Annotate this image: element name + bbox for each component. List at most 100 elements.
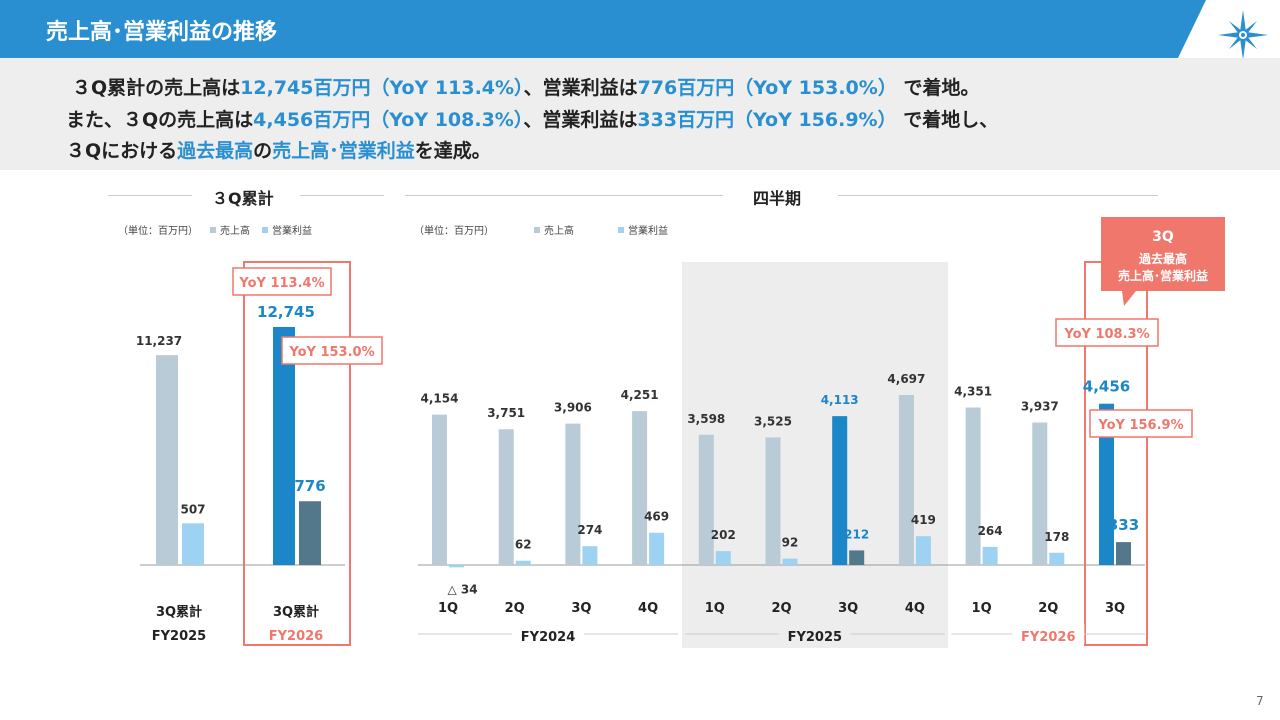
x-tick-label: 2Q (505, 601, 525, 616)
yoy-label-sales: YoY 108.3% (1063, 327, 1149, 342)
summary-text: ３Qにおける (66, 140, 178, 162)
x-tick-label: 1Q (705, 601, 725, 616)
bar-profit-cumulative (299, 501, 321, 565)
summary-text: を達成。 (414, 140, 491, 162)
yoy-box-sales (232, 267, 332, 296)
summary-text: ３Q累計の売上高は (72, 77, 241, 99)
summary-text: の (253, 140, 273, 162)
x-tick-label: 3Q累計 (273, 604, 319, 620)
legend-sales-swatch (534, 227, 540, 233)
group-label: FY2024 (521, 630, 575, 645)
bar-sales-cumulative (156, 355, 178, 565)
legend-sales-swatch (210, 227, 216, 233)
data-label-profit: 178 (1044, 530, 1069, 544)
data-label-profit: 507 (180, 502, 205, 516)
x-tick-label: 4Q (638, 601, 658, 616)
section-title-cumulative: ３Q累計 (212, 189, 274, 208)
summary-line-1: ３Q累計の売上高は12,745百万円（YoY 113.4%）、営業利益は776百… (72, 73, 979, 100)
data-label-sales: 3,525 (754, 414, 792, 428)
bar-profit-quarterly (715, 551, 731, 565)
yoy-label-profit: YoY 156.9% (1097, 418, 1183, 433)
yoy-box-profit (281, 336, 383, 365)
bar-profit-cumulative (182, 523, 204, 565)
bar-sales-quarterly (1099, 403, 1114, 565)
legend-unit: （単位：百万円） (118, 226, 198, 237)
x-tick-label: 3Q (571, 601, 591, 616)
callout-line-1: 3Q (1152, 229, 1174, 245)
x-tick-label: 3Q (838, 601, 858, 616)
data-label-sales: 12,745 (257, 303, 315, 321)
legend-profit-label: 営業利益 (272, 226, 312, 237)
group-label-bg (512, 624, 585, 644)
legend-profit-swatch (618, 227, 624, 233)
bar-sales-quarterly (565, 423, 581, 565)
data-label-profit: 202 (711, 528, 736, 542)
x-tick-label: 4Q (905, 601, 925, 616)
bar-profit-quarterly (449, 565, 464, 568)
bar-profit-quarterly (915, 536, 931, 565)
x-tick-label: 2Q (1038, 601, 1058, 616)
x-tick-label: 1Q (438, 601, 458, 616)
data-label-sales: 3,906 (554, 401, 592, 415)
data-label-profit: 62 (515, 538, 532, 552)
callout-line-3: 売上高･営業利益 (1118, 268, 1208, 283)
data-label-profit: 419 (911, 513, 936, 527)
data-label-profit: 274 (577, 523, 602, 537)
yoy-box-sales (1055, 318, 1159, 347)
summary-highlight: 12,745百万円（YoY 113.4%） (240, 77, 524, 99)
group-label: FY2025 (152, 629, 206, 644)
legend-profit-swatch (262, 227, 268, 233)
data-label-sales: 3,937 (1021, 400, 1059, 414)
yoy-box-profit (1089, 409, 1193, 438)
x-tick-label: 1Q (972, 601, 992, 616)
bar-sales-quarterly (765, 437, 781, 565)
bar-profit-quarterly (649, 532, 665, 565)
section-rule-right-a (405, 195, 723, 196)
data-label-sales: 3,751 (487, 406, 525, 420)
legend-cumulative: （単位：百万円） 売上高 営業利益 (118, 222, 312, 237)
group-label-bg (778, 624, 851, 644)
x-tick-label: 3Q (1105, 601, 1125, 616)
page-title: 売上高･営業利益の推移 (46, 20, 278, 45)
highlight-frame-cumulative (243, 261, 351, 646)
bar-profit-quarterly (515, 560, 531, 565)
data-label-sales: 11,237 (136, 334, 182, 348)
summary-highlight: 過去最高 (177, 140, 254, 162)
header-band (0, 0, 1206, 58)
yoy-label-sales: YoY 113.4% (238, 276, 324, 291)
data-label-profit: 264 (978, 524, 1003, 538)
summary-highlight: 4,456百万円（YoY 108.3%） (253, 109, 524, 131)
data-label-profit: 333 (1108, 516, 1139, 534)
bar-sales-quarterly (1032, 422, 1048, 565)
bar-profit-quarterly (1116, 542, 1131, 565)
data-label-sales: 4,456 (1083, 378, 1130, 396)
summary-line-3: ３Qにおける過去最高の売上高･営業利益を達成。 (66, 136, 491, 163)
bar-sales-quarterly (965, 407, 981, 565)
summary-text: また、３Qの売上高は (66, 109, 254, 131)
legend-sales-label: 売上高 (220, 226, 250, 237)
section-title-quarterly: 四半期 (753, 189, 802, 208)
data-label-profit: 776 (294, 477, 325, 495)
section-rule-left-a (108, 195, 192, 196)
bar-sales-quarterly (632, 411, 648, 565)
data-label-sales: 4,113 (821, 393, 859, 407)
summary-text: 、営業利益は (523, 77, 638, 99)
page-number: 7 (1256, 694, 1264, 708)
bar-profit-quarterly (1049, 552, 1065, 565)
legend-quarterly: （単位：百万円） 売上高 営業利益 (414, 222, 668, 237)
bar-sales-quarterly (832, 416, 848, 565)
summary-text: で着地し、 (896, 109, 999, 131)
group-label: FY2025 (788, 630, 842, 645)
data-label-profit: 92 (782, 536, 799, 550)
summary-text: で着地。 (896, 77, 980, 99)
bar-profit-quarterly (849, 550, 865, 565)
summary-line-2: また、３Qの売上高は4,456百万円（YoY 108.3%）、営業利益は333百… (66, 105, 998, 132)
bar-profit-quarterly (582, 546, 598, 565)
group-label: FY2026 (1021, 630, 1075, 645)
group-label: FY2026 (269, 629, 323, 644)
legend-unit: （単位：百万円） (414, 226, 494, 237)
data-label-profit: 469 (644, 510, 669, 524)
data-label-sales: 4,697 (887, 372, 925, 386)
summary-text: 、営業利益は (523, 109, 638, 131)
